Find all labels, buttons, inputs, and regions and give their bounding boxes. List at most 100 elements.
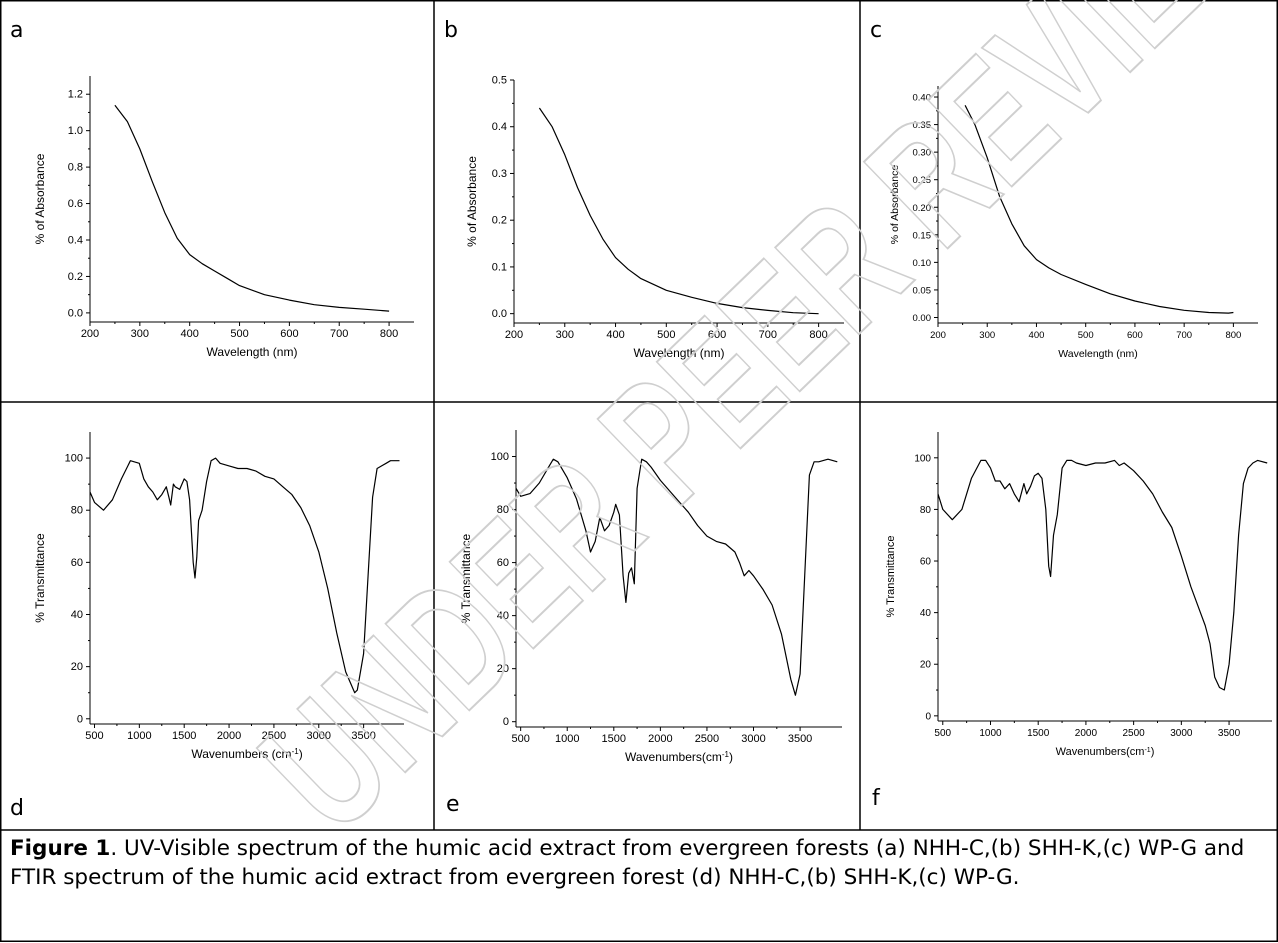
- y-tick-label: 0.40: [913, 93, 932, 104]
- x-tick-label: 800: [809, 329, 827, 341]
- y-tick-label: 0.5: [492, 75, 507, 87]
- x-axis-label: Wavenumbers (cm-1): [191, 747, 302, 762]
- y-tick-label: 0.30: [913, 148, 932, 159]
- x-tick-label: 300: [979, 330, 995, 341]
- x-tick-label: 200: [81, 328, 99, 340]
- x-tick-label: 700: [759, 329, 777, 341]
- y-tick-label: 100: [65, 453, 83, 465]
- y-tick-label: 60: [920, 557, 932, 568]
- figure-caption-label: Figure 1: [10, 836, 111, 861]
- y-axis-label: % Transmittance: [459, 533, 473, 623]
- ftir-spectrum-chart-d: 500 1000 1500 2000 2500 3000 3500 0 20 40 60 80 100 W…: [33, 432, 404, 762]
- x-tick-label: 3500: [351, 730, 375, 742]
- x-axis-label-superscript: -1: [722, 750, 730, 759]
- x-tick-label: 3000: [1170, 728, 1193, 739]
- y-tick-label: 20: [497, 663, 509, 675]
- x-tick-label: 300: [556, 329, 574, 341]
- y-tick-label: 0.35: [913, 120, 932, 131]
- y-axis-label: % Transmittance: [885, 536, 897, 618]
- y-tick-label: 0: [925, 711, 931, 722]
- x-tick-label: 500: [934, 728, 951, 739]
- uv-spectrum-chart-b: 200 300 400 500 600 700 800 0.0 0.1 0.2 0.3 0.4 0.5 W…: [465, 75, 844, 360]
- y-tick-label: 80: [497, 504, 509, 516]
- x-axis-label-text: Wavelength (nm): [207, 345, 298, 359]
- x-tick-label: 500: [1078, 330, 1094, 341]
- spectrum-line: [964, 105, 1234, 314]
- x-tick-label: 400: [606, 329, 624, 341]
- y-tick-label: 0.20: [913, 203, 932, 214]
- y-tick-label: 1.0: [68, 125, 83, 137]
- x-tick-label: 500: [657, 329, 675, 341]
- y-tick-label: 0.6: [68, 198, 83, 210]
- x-tick-label: 3000: [741, 733, 765, 745]
- x-axis-label-text: Wavelength (nm): [634, 346, 725, 360]
- x-axis-label: Wavelength (nm): [1058, 348, 1138, 360]
- y-tick-label: 0.25: [913, 175, 932, 186]
- x-tick-label: 1000: [555, 733, 579, 745]
- y-tick-label: 40: [71, 609, 83, 621]
- ftir-spectrum-chart-e: 500 1000 1500 2000 2500 3000 3500 0 20 40 60 80 100 W…: [459, 430, 842, 765]
- x-tick-label: 800: [380, 328, 398, 340]
- y-tick-label: 0.1: [492, 261, 507, 273]
- x-tick-label: 1500: [602, 733, 626, 745]
- y-axis-label: % of Absorbance: [465, 156, 479, 247]
- spectrum-line: [538, 107, 819, 315]
- y-tick-label: 0.0: [492, 308, 507, 320]
- panel-label-b: b: [444, 18, 458, 43]
- x-tick-label: 200: [930, 330, 946, 341]
- y-tick-label: 60: [497, 557, 509, 569]
- y-tick-label: 0.05: [913, 285, 932, 296]
- y-tick-label: 0.0: [68, 307, 83, 319]
- panel-label-c: c: [870, 18, 883, 43]
- x-tick-label: 2000: [1075, 728, 1098, 739]
- spectrum-line: [515, 458, 838, 696]
- y-tick-label: 0.8: [68, 162, 83, 174]
- x-tick-label: 600: [280, 328, 298, 340]
- y-tick-label: 0.00: [913, 313, 932, 324]
- x-tick-label: 3500: [1218, 728, 1241, 739]
- x-axis-label-close: ): [299, 747, 303, 761]
- x-tick-label: 200: [505, 329, 523, 341]
- y-tick-label: 100: [491, 451, 509, 463]
- y-axis-label: % of Absorbance: [889, 165, 901, 245]
- spectrum-line: [937, 459, 1268, 691]
- x-tick-label: 2000: [217, 730, 241, 742]
- x-tick-label: 500: [511, 733, 529, 745]
- y-tick-label: 20: [71, 661, 83, 673]
- x-tick-label: 3000: [307, 730, 331, 742]
- y-tick-label: 0.15: [913, 230, 932, 241]
- y-tick-label: 0: [503, 716, 509, 728]
- y-axis-label: % of Absorbance: [33, 153, 47, 244]
- x-axis-label-superscript: -1: [1144, 747, 1150, 754]
- y-tick-label: 0.4: [68, 235, 83, 247]
- x-axis-label: Wavelength (nm): [634, 346, 725, 360]
- uv-spectrum-chart-c: 200 300 400 500 600 700 800 0.00 0.05 0.10 0.15 0.2…: [889, 86, 1258, 360]
- x-axis-label: Wavenumbers(cm-1): [1056, 746, 1155, 758]
- y-tick-label: 40: [920, 608, 932, 619]
- x-tick-label: 400: [1029, 330, 1045, 341]
- ftir-spectrum-chart-f: 500 1000 1500 2000 2500 3000 3500 0 20 40 60 80 100 W…: [885, 432, 1272, 758]
- y-tick-label: 1.2: [68, 89, 83, 101]
- x-tick-label: 300: [131, 328, 149, 340]
- y-tick-label: 0.2: [492, 215, 507, 227]
- uv-spectrum-chart-a: 200 300 400 500 600 700 800 0.0 0.2 0.4 0.6 0.8 1.0 1…: [33, 76, 414, 359]
- x-tick-label: 500: [230, 328, 248, 340]
- spectrum-line: [89, 457, 400, 694]
- x-tick-label: 400: [181, 328, 199, 340]
- x-axis-label: Wavelength (nm): [207, 345, 298, 359]
- x-tick-label: 2500: [262, 730, 286, 742]
- panel-label-f: f: [872, 786, 880, 811]
- x-axis-label-text: Wavenumbers(cm: [1056, 746, 1145, 758]
- y-tick-label: 80: [71, 505, 83, 517]
- x-axis-label: Wavenumbers(cm-1): [625, 750, 733, 765]
- panel-label-a: a: [10, 18, 24, 43]
- spectrum-line: [114, 104, 390, 312]
- figure-caption-text: . UV-Visible spectrum of the humic acid …: [10, 836, 1245, 890]
- x-tick-label: 2000: [648, 733, 672, 745]
- y-tick-label: 40: [497, 610, 509, 622]
- y-axis-label: % Transmittance: [33, 533, 47, 623]
- x-axis-label-text: Wavenumbers (cm: [191, 747, 291, 761]
- x-tick-label: 1500: [1027, 728, 1050, 739]
- x-axis-label-superscript: -1: [292, 747, 300, 756]
